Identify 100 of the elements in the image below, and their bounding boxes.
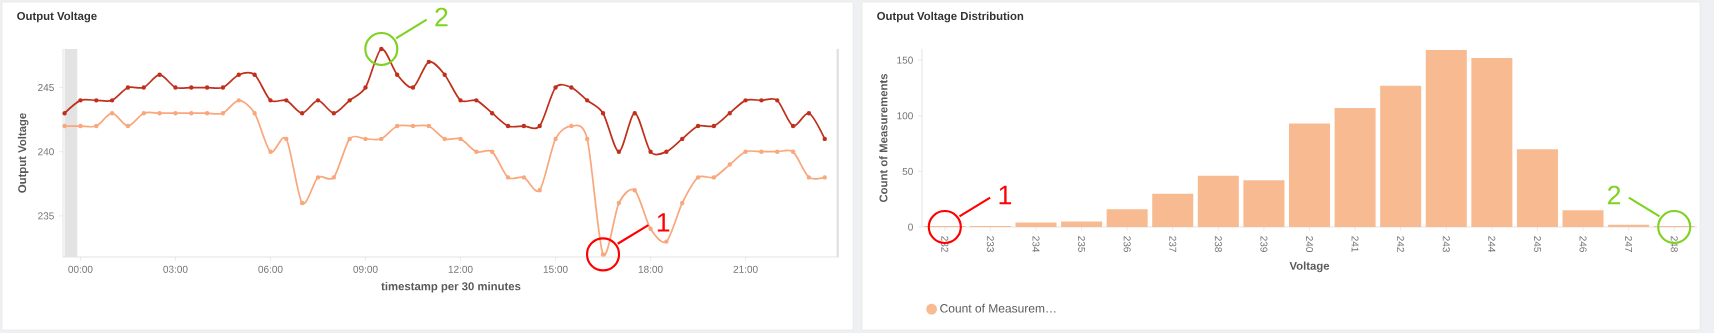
point xyxy=(695,175,701,180)
point xyxy=(537,188,542,193)
point xyxy=(284,98,289,103)
point xyxy=(189,110,194,116)
point xyxy=(553,85,558,90)
point xyxy=(189,85,194,90)
x-tick-label: 245 xyxy=(1533,236,1541,252)
point xyxy=(62,110,67,116)
point xyxy=(489,110,495,116)
x-axis-title: timestamp per 30 minutes xyxy=(381,281,521,293)
point xyxy=(109,98,115,103)
x-tick-label: 240 xyxy=(1305,236,1314,252)
point xyxy=(775,98,780,103)
x-tick-label: 233 xyxy=(986,236,994,252)
bar xyxy=(1516,149,1558,227)
x-axis-title: Voltage xyxy=(1289,261,1330,273)
bar xyxy=(1289,123,1331,227)
point xyxy=(569,85,574,90)
point xyxy=(616,200,622,206)
point xyxy=(727,110,732,116)
x-tick-label: 244 xyxy=(1488,236,1496,253)
y-axis-title: Output Voltage xyxy=(17,113,29,193)
point xyxy=(727,162,732,167)
point xyxy=(743,149,748,154)
bar xyxy=(1471,57,1513,227)
point xyxy=(632,110,637,116)
x-tick-label: 242 xyxy=(1397,236,1405,252)
point xyxy=(157,110,162,116)
x-tick-label: 243 xyxy=(1442,236,1450,252)
x-tick-label: 00:00 xyxy=(68,265,93,273)
point xyxy=(822,175,827,180)
annotation: 1 xyxy=(999,185,1012,205)
y-tick-label: 150 xyxy=(897,56,913,64)
point xyxy=(78,123,83,129)
point xyxy=(585,98,590,103)
point xyxy=(268,149,273,154)
point xyxy=(94,123,99,129)
point xyxy=(458,136,463,142)
point xyxy=(806,175,812,180)
point xyxy=(220,110,226,116)
bar xyxy=(1243,180,1285,227)
point xyxy=(109,110,115,116)
point xyxy=(141,110,146,116)
chart-title: Output Voltage Distribution xyxy=(877,11,1024,23)
point xyxy=(252,72,257,77)
point xyxy=(315,175,321,180)
point xyxy=(62,123,67,129)
point xyxy=(442,72,447,77)
point xyxy=(379,136,384,142)
point xyxy=(489,149,495,154)
point xyxy=(410,85,416,90)
point xyxy=(125,123,131,129)
point xyxy=(299,200,305,206)
point xyxy=(680,200,685,206)
bar xyxy=(1197,175,1239,227)
x-tick-label: 12:00 xyxy=(448,265,473,273)
point xyxy=(394,123,400,129)
point xyxy=(173,85,178,90)
point xyxy=(125,85,131,90)
x-tick-label: 239 xyxy=(1260,236,1268,252)
point xyxy=(299,110,305,116)
point xyxy=(648,226,653,231)
x-tick-label: 09:00 xyxy=(353,265,378,273)
point xyxy=(521,175,527,180)
point xyxy=(616,149,622,154)
point xyxy=(94,98,99,103)
annotation: 1 xyxy=(657,213,670,232)
annotation: 2 xyxy=(435,7,448,27)
point xyxy=(236,98,241,103)
point xyxy=(363,85,368,90)
y-tick-label: 240 xyxy=(38,148,54,156)
point xyxy=(806,110,812,116)
point xyxy=(236,72,241,77)
point xyxy=(648,149,653,154)
point xyxy=(474,98,479,103)
point xyxy=(284,136,289,142)
point xyxy=(600,110,606,116)
point xyxy=(585,136,590,142)
point xyxy=(680,136,685,142)
point xyxy=(569,123,574,129)
bar xyxy=(1152,193,1194,227)
x-tick-label: 21:00 xyxy=(733,265,758,273)
bar xyxy=(1015,222,1057,227)
y-tick-label: 100 xyxy=(897,112,913,120)
bar xyxy=(1061,221,1103,227)
point xyxy=(775,149,780,154)
point xyxy=(759,98,764,103)
point xyxy=(394,72,400,77)
x-tick-label: 06:00 xyxy=(258,265,283,273)
x-tick-label: 241 xyxy=(1351,236,1359,252)
point xyxy=(505,175,511,180)
y-axis-title: Count of Measurements xyxy=(879,73,888,203)
point xyxy=(331,175,337,180)
point xyxy=(331,110,337,116)
point xyxy=(426,59,432,65)
annotation: 2 xyxy=(1608,185,1621,205)
point xyxy=(505,123,511,129)
point xyxy=(347,98,352,103)
bar xyxy=(1425,50,1467,227)
x-tick-label: 234 xyxy=(1032,236,1040,253)
